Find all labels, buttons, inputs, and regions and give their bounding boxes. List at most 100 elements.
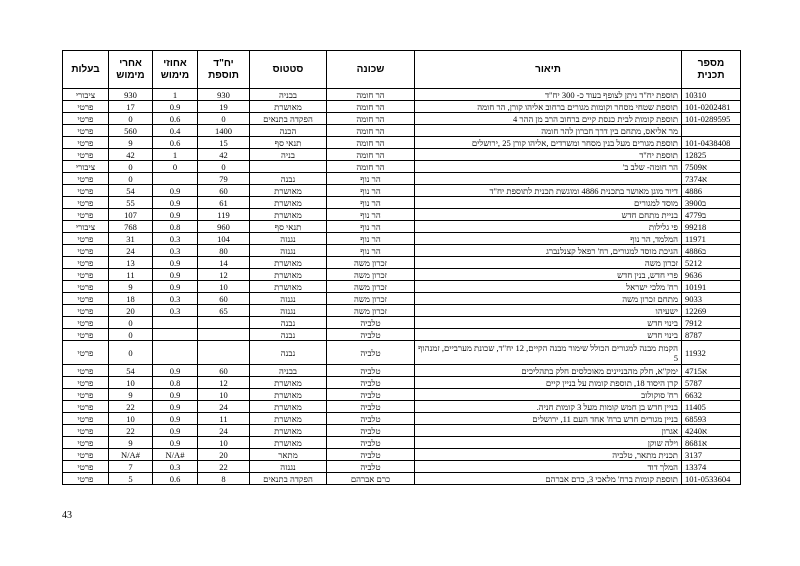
- table-row: 12269 ישעיהו זכרון משה נגנזה 65 0.3 20 פרטי: [62, 304, 741, 317]
- cell-added-units: 24: [197, 424, 250, 437]
- cell-status: מאושרת: [249, 256, 327, 269]
- cell-neighborhood: טלביה: [326, 424, 415, 437]
- cell-neighborhood: הר נוף: [326, 184, 415, 197]
- cell-added-units: 0: [197, 112, 250, 125]
- cell-plan-number: 101-0202481: [681, 100, 741, 113]
- cell-status: תנאי סף: [249, 220, 327, 233]
- cell-status: נגנזה: [249, 232, 327, 245]
- cell-realization-pct: 0.8: [152, 220, 198, 233]
- table-row: 10310 תוספת יח"ד ניתן לצופף בעוד כ- 300 י…: [62, 88, 741, 101]
- cell-added-units: 12: [197, 268, 250, 281]
- cell-added-units: 60: [197, 292, 250, 305]
- table-row: 7374א הר נוף נבנה 79 0 פרטי: [62, 172, 741, 185]
- cell-description: תוספת שטחי מסחר וקומות מגורים ברחוב אליה…: [414, 100, 682, 113]
- cell-status: מאושרת: [249, 400, 327, 413]
- cell-description: הגיכת מוסד למגורים, רח' רפאל קצנלנברג: [414, 244, 682, 257]
- page-number: 43: [62, 510, 72, 521]
- cell-plan-number: 5787: [681, 376, 741, 389]
- table-header: מספר תכנית תיאור שכונה סטטוס יח"ד תוספת אחוזי…: [62, 50, 741, 89]
- cell-ownership: פרטי: [62, 436, 109, 449]
- cell-realization-pct: 0.3: [152, 232, 198, 245]
- cell-ownership: פרטי: [62, 172, 109, 185]
- cell-status: מאושרת: [249, 208, 327, 221]
- cell-added-units: 10: [197, 436, 250, 449]
- table-row: 3900ב מוסד למגורים הר נוף מאושרת 61 0.9 55 פרטי: [62, 196, 741, 209]
- table-row: 4886 דיור מוגן מאושר בתכנית 4886 ומוגשת ת…: [62, 184, 741, 197]
- cell-added-units: 10: [197, 280, 250, 293]
- cell-after-realization: 17: [108, 100, 153, 113]
- cell-description: מוסד למגורים: [414, 196, 682, 209]
- cell-after-realization: 10: [108, 412, 153, 425]
- header-status: סטטוס: [249, 50, 327, 89]
- cell-ownership: פרטי: [62, 208, 109, 221]
- cell-realization-pct: 0.4: [152, 124, 198, 137]
- cell-status: נגנזה: [249, 244, 327, 257]
- cell-plan-number: 10191: [681, 280, 741, 293]
- cell-added-units: 8: [197, 472, 250, 485]
- cell-neighborhood: הר חומה: [326, 136, 415, 149]
- table-row: 13374 המלך דוד טלביה נגנזה 22 0.3 7 פרטי: [62, 460, 741, 473]
- cell-status: נגנזה: [249, 304, 327, 317]
- cell-description: מר אליאס, מתחם בין דרך חברון להר חומה: [414, 124, 682, 137]
- cell-realization-pct: 0.9: [152, 364, 198, 377]
- table-row: 3137 תכנית מתאר, טלביה טלביה מתאר 20 #N/A #N/A…: [62, 448, 741, 461]
- table-row: 101-0533604 תוספת קומות ברח' מלאכי 3, כרם…: [62, 472, 741, 485]
- cell-neighborhood: זכרון משה: [326, 256, 415, 269]
- cell-realization-pct: 0.9: [152, 184, 198, 197]
- cell-description: זכרון משה: [414, 256, 682, 269]
- cell-added-units: 960: [197, 220, 250, 233]
- cell-plan-number: 9033: [681, 292, 741, 305]
- cell-added-units: 24: [197, 400, 250, 413]
- cell-ownership: ציבורי: [62, 88, 109, 101]
- cell-plan-number: 8787: [681, 328, 741, 341]
- cell-realization-pct: 0.6: [152, 112, 198, 125]
- cell-realization-pct: 0.9: [152, 268, 198, 281]
- cell-status: מתאר: [249, 448, 327, 461]
- cell-added-units: 65: [197, 304, 250, 317]
- cell-plan-number: [681, 124, 741, 137]
- cell-ownership: פרטי: [62, 148, 109, 161]
- cell-ownership: פרטי: [62, 472, 109, 485]
- cell-after-realization: 55: [108, 196, 153, 209]
- cell-after-realization: 31: [108, 232, 153, 245]
- cell-ownership: פרטי: [62, 244, 109, 257]
- cell-added-units: [197, 340, 250, 365]
- header-ownership: בעלות: [62, 50, 109, 89]
- cell-added-units: 80: [197, 244, 250, 257]
- cell-description: דיור מוגן מאושר בתכנית 4886 ומוגשת תכנית…: [414, 184, 682, 197]
- cell-after-realization: 5: [108, 472, 153, 485]
- cell-realization-pct: [152, 328, 198, 341]
- cell-after-realization: 7: [108, 460, 153, 473]
- table-row: 5787 קרן היסוד 18, תוספת קומות על בניין ק…: [62, 376, 741, 389]
- cell-description: המלך דוד: [414, 460, 682, 473]
- cell-added-units: 930: [197, 88, 250, 101]
- cell-description: המלמד, הר נוף: [414, 232, 682, 245]
- cell-neighborhood: טלביה: [326, 364, 415, 377]
- cell-after-realization: 42: [108, 148, 153, 161]
- cell-ownership: פרטי: [62, 376, 109, 389]
- cell-neighborhood: טלביה: [326, 448, 415, 461]
- cell-neighborhood: טלביה: [326, 328, 415, 341]
- cell-description: ישעיהו: [414, 304, 682, 317]
- cell-ownership: פרטי: [62, 412, 109, 425]
- cell-description: פרי חדש, בנין חדש: [414, 268, 682, 281]
- cell-realization-pct: 0.9: [152, 196, 198, 209]
- cell-description: מתחם זכרון משה: [414, 292, 682, 305]
- cell-ownership: פרטי: [62, 184, 109, 197]
- cell-ownership: פרטי: [62, 112, 109, 125]
- cell-after-realization: 9: [108, 436, 153, 449]
- cell-neighborhood: הר חומה: [326, 148, 415, 161]
- cell-realization-pct: 1: [152, 88, 198, 101]
- cell-neighborhood: הר נוף: [326, 244, 415, 257]
- cell-plan-number: 11971: [681, 232, 741, 245]
- cell-ownership: פרטי: [62, 268, 109, 281]
- cell-status: נבנה: [249, 316, 327, 329]
- cell-ownership: פרטי: [62, 232, 109, 245]
- cell-neighborhood: הר נוף: [326, 196, 415, 209]
- cell-neighborhood: טלביה: [326, 316, 415, 329]
- cell-neighborhood: טלביה: [326, 400, 415, 413]
- cell-plan-number: 10310: [681, 88, 741, 101]
- cell-plan-number: 4715א: [681, 364, 741, 377]
- cell-neighborhood: הר נוף: [326, 172, 415, 185]
- cell-plan-number: 68593: [681, 412, 741, 425]
